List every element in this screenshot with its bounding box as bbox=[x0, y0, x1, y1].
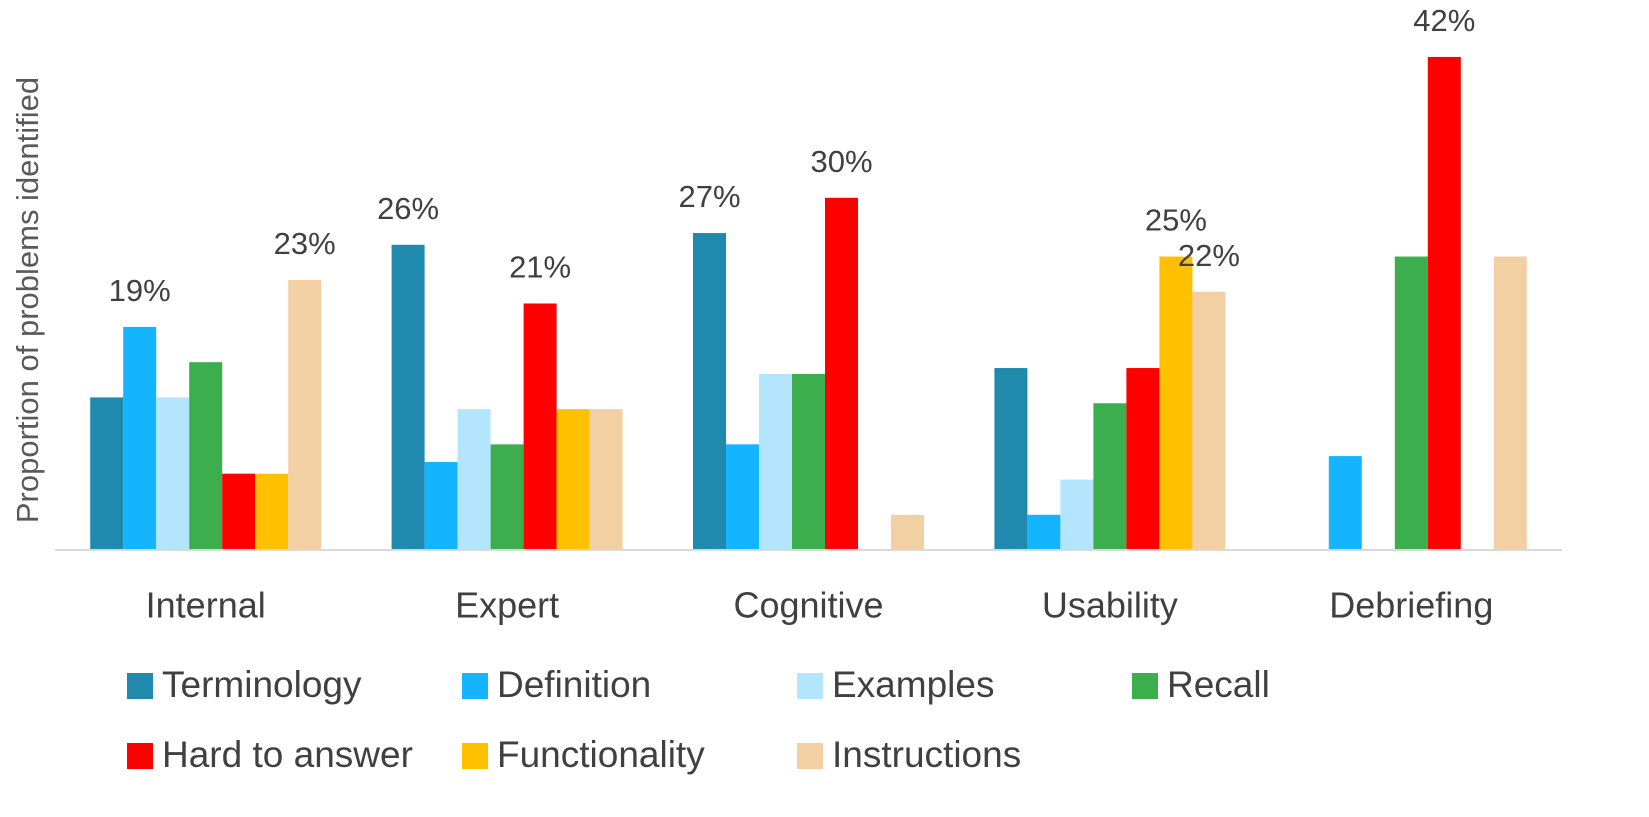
data-label: 27% bbox=[678, 179, 740, 214]
legend-swatch bbox=[797, 743, 823, 769]
bar bbox=[1493, 256, 1527, 550]
legend-label: Recall bbox=[1167, 664, 1270, 705]
bar bbox=[457, 409, 491, 550]
data-label: 25% bbox=[1145, 203, 1207, 238]
bar bbox=[792, 373, 825, 550]
data-label: 21% bbox=[509, 250, 571, 285]
data-label: 42% bbox=[1413, 3, 1475, 38]
x-tick-label: Usability bbox=[1042, 585, 1178, 626]
legend-swatch bbox=[1132, 673, 1158, 699]
bar bbox=[424, 461, 458, 550]
legend-label: Examples bbox=[832, 664, 994, 705]
data-label: 23% bbox=[274, 226, 336, 261]
bar bbox=[123, 326, 157, 550]
legend-label: Instructions bbox=[832, 734, 1021, 775]
bar bbox=[1192, 291, 1226, 550]
bar bbox=[891, 514, 924, 550]
bar bbox=[1159, 256, 1193, 550]
data-label: 19% bbox=[109, 273, 171, 308]
data-label: 22% bbox=[1178, 238, 1240, 273]
x-tick-label: Expert bbox=[455, 585, 559, 626]
legend-swatch bbox=[797, 673, 823, 699]
legend-label: Definition bbox=[497, 664, 651, 705]
legend-swatch bbox=[127, 673, 153, 699]
bar bbox=[1328, 456, 1362, 550]
bar bbox=[994, 368, 1028, 550]
legend-label: Terminology bbox=[162, 664, 362, 705]
legend-swatch bbox=[127, 743, 153, 769]
bar bbox=[693, 233, 726, 551]
bar bbox=[1093, 403, 1127, 550]
bar bbox=[1394, 256, 1428, 550]
bar bbox=[825, 197, 858, 550]
legend-swatch bbox=[462, 743, 488, 769]
bar bbox=[1427, 56, 1461, 551]
bar bbox=[556, 409, 590, 550]
bar bbox=[726, 444, 759, 550]
bar bbox=[90, 397, 124, 550]
bar bbox=[288, 280, 322, 550]
bar bbox=[255, 473, 289, 550]
data-label: 26% bbox=[377, 191, 439, 226]
bar bbox=[589, 409, 623, 550]
x-tick-label: Cognitive bbox=[733, 585, 883, 626]
legend-swatch bbox=[462, 673, 488, 699]
bar bbox=[391, 244, 425, 551]
bar bbox=[222, 473, 256, 550]
legend-label: Functionality bbox=[497, 734, 705, 775]
x-tick-label: Internal bbox=[146, 585, 266, 626]
bar bbox=[1027, 514, 1061, 550]
bar bbox=[189, 362, 223, 550]
bar bbox=[1126, 368, 1160, 550]
bar bbox=[1060, 479, 1094, 550]
y-axis-label: Proportion of problems identified bbox=[10, 77, 45, 523]
legend-label: Hard to answer bbox=[162, 734, 413, 775]
bar bbox=[156, 397, 190, 550]
data-label: 30% bbox=[810, 144, 872, 179]
bar bbox=[490, 444, 524, 550]
bar bbox=[523, 303, 557, 550]
x-tick-label: Debriefing bbox=[1329, 585, 1493, 626]
bar bbox=[759, 373, 792, 550]
